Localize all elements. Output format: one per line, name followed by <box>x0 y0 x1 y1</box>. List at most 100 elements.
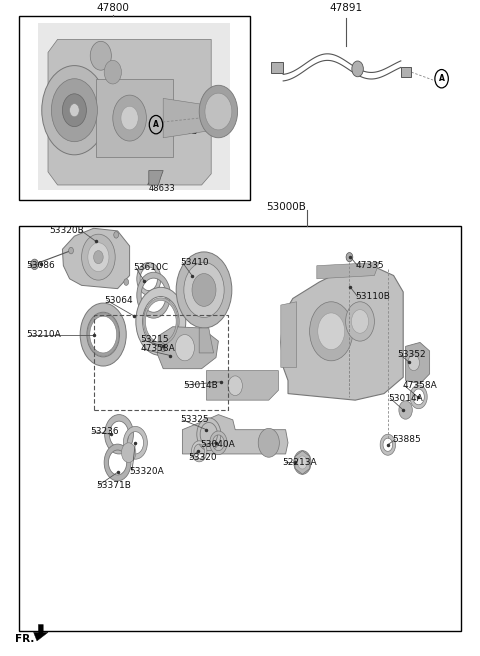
Text: A: A <box>153 120 159 129</box>
Polygon shape <box>48 39 211 185</box>
Text: A: A <box>439 74 444 83</box>
Circle shape <box>70 104 79 117</box>
Bar <box>271 62 283 73</box>
Circle shape <box>298 456 307 469</box>
Circle shape <box>82 234 115 280</box>
Text: 47335: 47335 <box>355 261 384 270</box>
Text: 53371B: 53371B <box>96 481 131 490</box>
Bar <box>19 16 250 200</box>
Bar <box>94 315 228 410</box>
Circle shape <box>351 310 369 333</box>
Wedge shape <box>144 298 178 345</box>
Bar <box>401 67 411 77</box>
Text: 47358A: 47358A <box>402 381 437 390</box>
Wedge shape <box>136 287 186 356</box>
Circle shape <box>346 302 374 341</box>
Text: 53320: 53320 <box>188 453 217 462</box>
Text: 47358A: 47358A <box>140 344 175 354</box>
Circle shape <box>310 302 353 361</box>
Circle shape <box>318 313 345 350</box>
Circle shape <box>113 95 146 141</box>
Polygon shape <box>182 415 288 454</box>
Polygon shape <box>281 302 297 367</box>
Text: 53410: 53410 <box>180 258 209 267</box>
Text: 53064: 53064 <box>105 296 133 305</box>
Text: 52213A: 52213A <box>282 458 317 467</box>
Wedge shape <box>80 303 126 366</box>
Text: 47800: 47800 <box>96 3 129 13</box>
Text: 53215: 53215 <box>140 335 169 344</box>
Circle shape <box>121 106 138 130</box>
Circle shape <box>205 93 232 130</box>
Text: 53014A: 53014A <box>388 394 422 403</box>
Polygon shape <box>157 327 218 369</box>
Text: 47390B: 47390B <box>166 127 198 136</box>
Text: 53320B: 53320B <box>49 226 84 236</box>
Circle shape <box>294 451 311 474</box>
Text: FR.: FR. <box>15 634 35 644</box>
Circle shape <box>62 94 86 127</box>
Circle shape <box>88 243 109 272</box>
Text: 53210A: 53210A <box>26 330 61 339</box>
Circle shape <box>94 251 103 264</box>
Circle shape <box>199 85 238 138</box>
Polygon shape <box>317 262 379 279</box>
Circle shape <box>160 344 166 352</box>
Circle shape <box>352 61 363 77</box>
Text: 53040A: 53040A <box>201 440 235 449</box>
Wedge shape <box>104 444 131 481</box>
Circle shape <box>399 401 412 419</box>
Circle shape <box>124 279 129 285</box>
Text: 53086: 53086 <box>26 261 55 270</box>
Polygon shape <box>163 98 211 138</box>
Wedge shape <box>137 272 170 318</box>
Wedge shape <box>410 385 427 409</box>
Circle shape <box>104 60 121 84</box>
Circle shape <box>31 259 38 270</box>
Bar <box>96 79 173 157</box>
Circle shape <box>114 232 119 238</box>
Text: 53014B: 53014B <box>183 380 218 390</box>
Polygon shape <box>62 228 130 289</box>
Circle shape <box>192 274 216 306</box>
Text: 53000B: 53000B <box>266 201 306 212</box>
Text: 53325: 53325 <box>180 415 209 424</box>
Text: 53236: 53236 <box>90 427 119 436</box>
Text: 53610C: 53610C <box>133 263 168 272</box>
Bar <box>206 92 230 131</box>
Text: 53885: 53885 <box>393 435 421 444</box>
Wedge shape <box>192 441 207 462</box>
Circle shape <box>121 443 136 462</box>
Circle shape <box>346 253 353 262</box>
Polygon shape <box>199 328 214 353</box>
Wedge shape <box>87 313 119 356</box>
Text: 53320A: 53320A <box>130 466 164 476</box>
Circle shape <box>175 335 194 361</box>
Polygon shape <box>281 266 403 400</box>
Polygon shape <box>406 342 430 384</box>
Circle shape <box>69 247 73 254</box>
Circle shape <box>51 79 97 142</box>
Circle shape <box>408 355 420 371</box>
Circle shape <box>176 252 232 328</box>
Text: 47891: 47891 <box>329 3 362 13</box>
Circle shape <box>184 262 224 318</box>
Circle shape <box>228 376 242 396</box>
Circle shape <box>258 428 279 457</box>
Text: 48633: 48633 <box>149 184 176 193</box>
Polygon shape <box>38 23 230 190</box>
Wedge shape <box>197 418 221 451</box>
Wedge shape <box>123 426 147 459</box>
Wedge shape <box>380 434 396 455</box>
Text: 53352: 53352 <box>397 350 426 359</box>
Polygon shape <box>149 171 163 185</box>
Polygon shape <box>206 371 278 400</box>
Polygon shape <box>34 625 48 641</box>
Circle shape <box>90 41 111 70</box>
Circle shape <box>42 66 107 155</box>
Wedge shape <box>105 415 133 454</box>
Bar <box>19 226 461 631</box>
Wedge shape <box>137 262 161 295</box>
Text: 53110B: 53110B <box>355 292 390 301</box>
Wedge shape <box>210 431 227 455</box>
